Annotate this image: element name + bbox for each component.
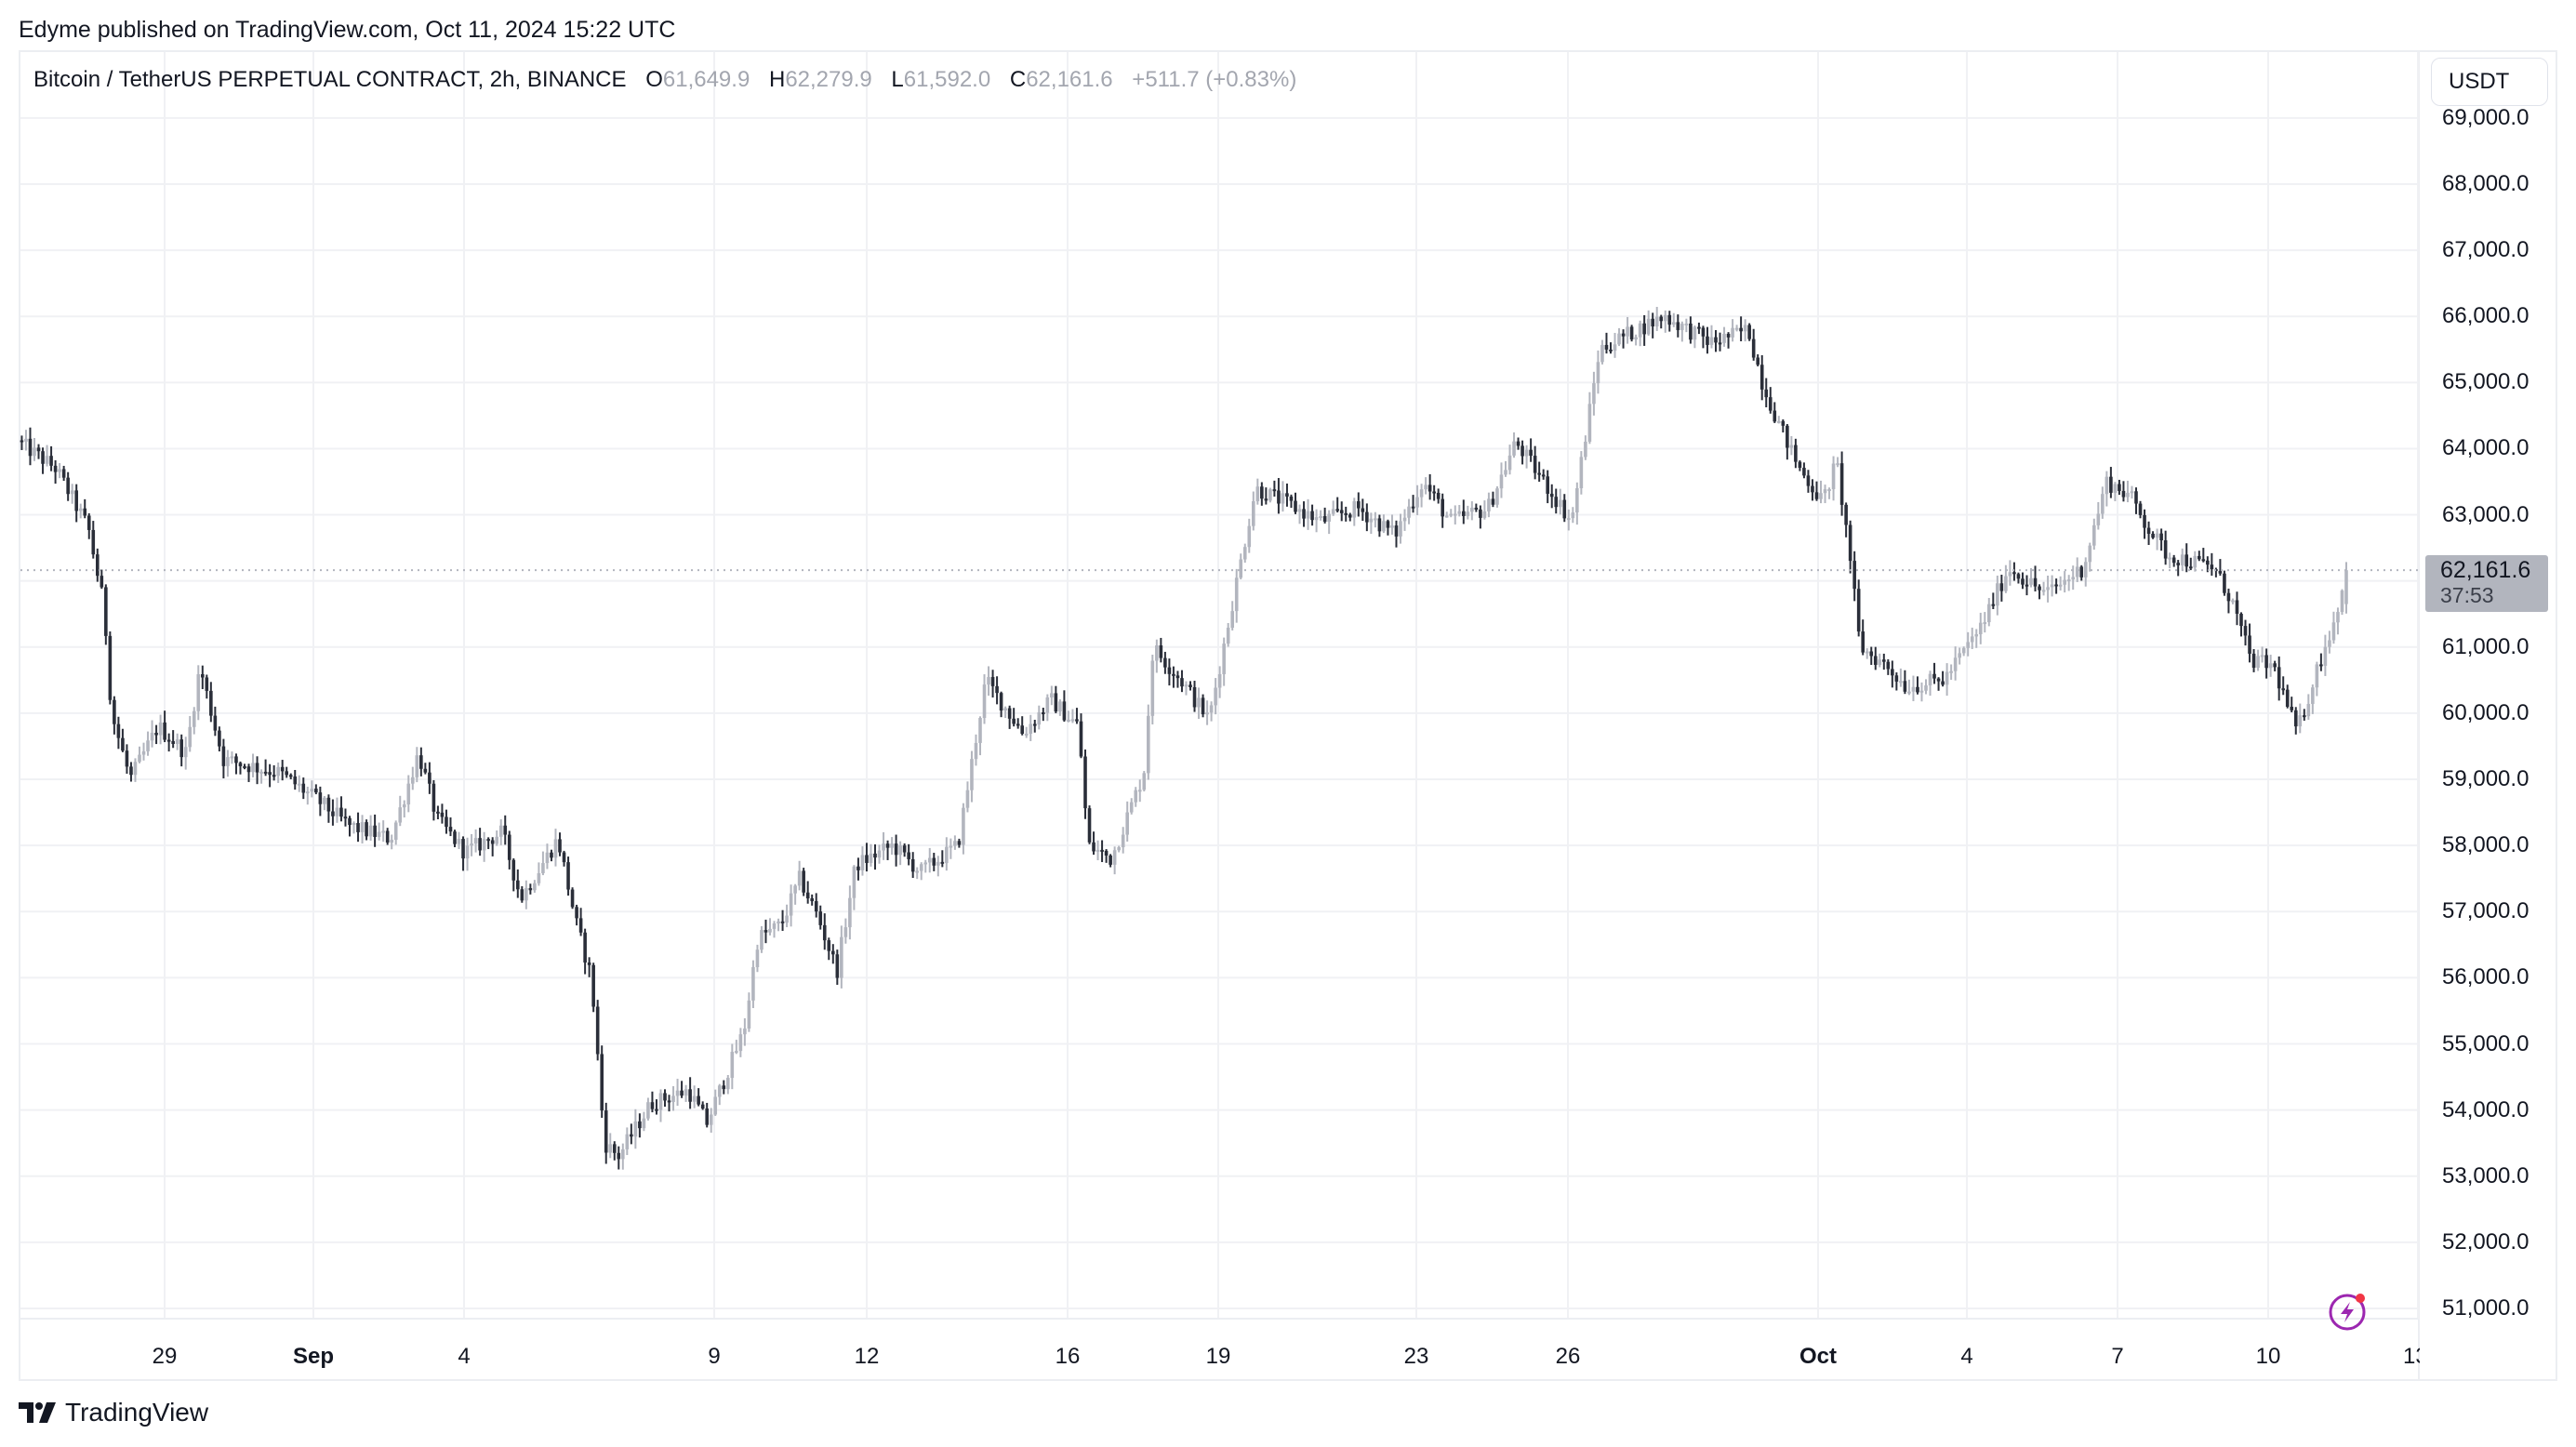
price-tick-label: 53,000.0 xyxy=(2442,1162,2530,1188)
time-tick-label: Sep xyxy=(292,1344,335,1369)
close-value: 62,161.6 xyxy=(1026,67,1113,92)
time-tick-label: 9 xyxy=(708,1344,721,1369)
high-label: H xyxy=(768,67,786,92)
open-label: O xyxy=(645,67,663,92)
price-tick-label: 68,000.0 xyxy=(2442,170,2530,196)
lightning-alert-icon[interactable] xyxy=(2328,1289,2370,1336)
tradingview-logo-icon xyxy=(19,1402,56,1423)
time-tick-label: 13 xyxy=(2403,1344,2420,1369)
price-tick-label: 55,000.0 xyxy=(2442,1030,2530,1056)
price-tick-label: 61,000.0 xyxy=(2442,633,2530,659)
price-tick-label: 57,000.0 xyxy=(2442,898,2530,924)
high-value: 62,279.9 xyxy=(785,67,872,92)
symbol-title[interactable]: Bitcoin / TetherUS PERPETUAL CONTRACT, 2… xyxy=(33,67,627,92)
change-value: +511.7 (+0.83%) xyxy=(1132,67,1297,92)
price-tick-label: 66,000.0 xyxy=(2442,303,2530,329)
time-tick-label: 23 xyxy=(1403,1344,1429,1369)
time-tick-label: 26 xyxy=(1555,1344,1581,1369)
time-tick-label: Oct xyxy=(1799,1344,1838,1369)
time-tick-label: 4 xyxy=(1960,1344,1973,1369)
price-tick-label: 69,000.0 xyxy=(2442,104,2530,130)
price-tick-label: 56,000.0 xyxy=(2442,964,2530,990)
tradingview-logo-text: TradingView xyxy=(65,1398,209,1427)
time-tick-label: 12 xyxy=(854,1344,880,1369)
time-tick-label: 19 xyxy=(1205,1344,1231,1369)
bar-countdown: 37:53 xyxy=(2440,583,2494,607)
low-label: L xyxy=(891,67,904,92)
tradingview-logo[interactable]: TradingView xyxy=(19,1398,208,1427)
low-value: 61,592.0 xyxy=(903,67,991,92)
price-tick-label: 52,000.0 xyxy=(2442,1228,2530,1255)
last-price-value: 62,161.6 xyxy=(2440,557,2531,583)
price-tick-label: 59,000.0 xyxy=(2442,766,2530,792)
chart-legend: Bitcoin / TetherUS PERPETUAL CONTRACT, 2… xyxy=(33,67,1296,93)
currency-button[interactable]: USDT xyxy=(2431,58,2548,106)
time-tick-label: 10 xyxy=(2255,1344,2281,1369)
time-tick-label: 7 xyxy=(2111,1344,2124,1369)
chart-frame xyxy=(19,50,2557,1381)
time-tick-label: 29 xyxy=(152,1344,178,1369)
price-tick-label: 67,000.0 xyxy=(2442,237,2530,263)
price-tick-label: 51,000.0 xyxy=(2442,1295,2530,1321)
price-tick-label: 64,000.0 xyxy=(2442,435,2530,461)
close-label: C xyxy=(1009,67,1027,92)
time-tick-label: 4 xyxy=(458,1344,471,1369)
price-tick-label: 65,000.0 xyxy=(2442,369,2530,395)
price-tick-label: 63,000.0 xyxy=(2442,501,2530,527)
time-tick-label: 16 xyxy=(1055,1344,1081,1369)
price-tick-label: 60,000.0 xyxy=(2442,699,2530,725)
price-tick-label: 58,000.0 xyxy=(2442,832,2530,858)
price-tick-label: 54,000.0 xyxy=(2442,1096,2530,1122)
last-price-label: 62,161.6 37:53 xyxy=(2425,555,2548,612)
open-value: 61,649.9 xyxy=(662,67,750,92)
published-caption: Edyme published on TradingView.com, Oct … xyxy=(19,17,676,43)
